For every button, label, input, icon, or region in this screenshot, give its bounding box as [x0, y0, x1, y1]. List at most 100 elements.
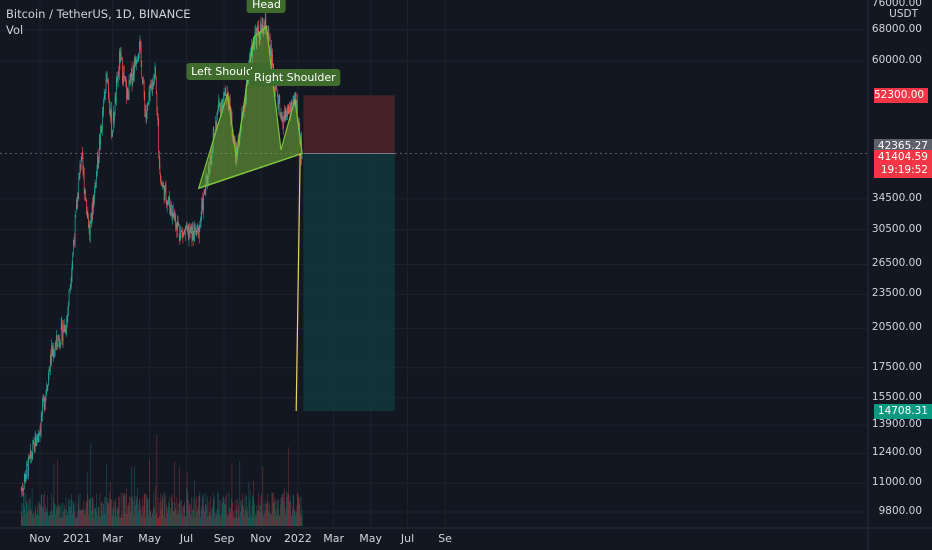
volume-bar [190, 513, 192, 526]
volume-bar [57, 505, 59, 526]
volume-bar [23, 507, 25, 526]
volume-bar [178, 466, 180, 526]
volume-bar [214, 517, 216, 526]
target-price-badge: 14708.31 [874, 403, 932, 419]
candle-body [216, 115, 218, 128]
volume-bar [273, 502, 275, 526]
volume-bar [124, 493, 126, 526]
candle-body [249, 55, 251, 59]
candle-body [33, 441, 34, 445]
volume-bar [185, 516, 187, 526]
volume-bar [149, 459, 150, 526]
y-tick-label: 9800.00 [878, 505, 922, 517]
candle-body [108, 81, 109, 94]
volume-bar [146, 498, 148, 526]
volume-bar [157, 498, 159, 526]
candle-body [28, 456, 29, 476]
volume-bar [259, 512, 261, 526]
candle-body [91, 213, 92, 222]
candle-body [58, 337, 60, 340]
candle-body [219, 104, 221, 106]
candle-body [46, 388, 47, 391]
candle-body [186, 224, 188, 228]
volume-bar [36, 513, 37, 526]
candle-body [156, 93, 158, 114]
candle-body [33, 441, 35, 444]
volume-bar [290, 516, 292, 526]
volume-bar [203, 507, 205, 526]
volume-bar [177, 503, 179, 526]
candle-body [91, 203, 93, 222]
volume-bar [283, 492, 284, 526]
candle-body [43, 398, 45, 410]
volume-bar [123, 493, 125, 526]
candle-body [172, 206, 174, 217]
candle-body [257, 25, 259, 33]
symbol-title: Bitcoin / TetherUS, 1D, BINANCE [6, 7, 191, 21]
volume-bar [119, 497, 120, 526]
candle-body [285, 108, 287, 119]
candle-body [94, 182, 96, 188]
volume-bar [295, 515, 296, 526]
volume-bar [219, 499, 221, 526]
volume-bar [261, 494, 262, 526]
candle-body [51, 346, 53, 355]
stop-loss-zone [303, 95, 395, 154]
candle-body [284, 108, 286, 120]
candle-body [269, 37, 271, 53]
candle-body [55, 342, 57, 349]
candle-body [37, 434, 38, 437]
volume-bar [298, 496, 299, 526]
candle-body [185, 227, 187, 230]
candle-body [161, 184, 163, 185]
candle-body [60, 324, 62, 344]
volume-bar [91, 497, 93, 526]
candle-body [59, 339, 60, 344]
candle-body [129, 80, 130, 84]
candle-body [272, 67, 274, 70]
volume-bar [299, 497, 301, 526]
volume-bar [69, 506, 70, 526]
candle-body [142, 82, 144, 84]
volume-bar [114, 502, 116, 526]
volume-bar [133, 514, 135, 526]
neckline [198, 152, 303, 189]
volume-indicator-label[interactable]: Vol [6, 23, 24, 37]
volume-bar [213, 499, 215, 526]
candle-body [126, 85, 127, 99]
candle-body [85, 199, 87, 201]
candle-body [117, 77, 118, 82]
candle-body [194, 224, 196, 228]
volume-bar [282, 493, 284, 526]
y-tick-label-partial: 76000.00 [871, 0, 922, 9]
volume-bar [172, 510, 174, 526]
volume-bar [174, 502, 176, 526]
volume-bar [96, 512, 98, 526]
candle-body [69, 289, 70, 291]
volume-bar [197, 505, 199, 526]
volume-bar [83, 515, 85, 526]
candle-body [150, 85, 152, 88]
candle-body [162, 184, 163, 188]
volume-bar [43, 492, 45, 526]
volume-bar [62, 502, 64, 526]
volume-bar [132, 495, 133, 526]
volume-bar [286, 491, 288, 526]
candle-body [190, 229, 192, 233]
candle-body [168, 196, 170, 202]
candle-body [69, 284, 71, 290]
volume-bar [181, 500, 182, 526]
candle-body [125, 81, 127, 86]
candle-body [22, 487, 23, 491]
candle-body [118, 72, 120, 74]
volume-bar [77, 503, 79, 526]
volume-bar [188, 507, 190, 526]
volume-bar [109, 482, 111, 526]
volume-bar [210, 496, 212, 526]
candle-body [257, 28, 258, 33]
volume-bar [110, 499, 112, 526]
volume-bar [252, 495, 253, 526]
candle-body [297, 100, 298, 121]
volume-bar [162, 493, 164, 526]
